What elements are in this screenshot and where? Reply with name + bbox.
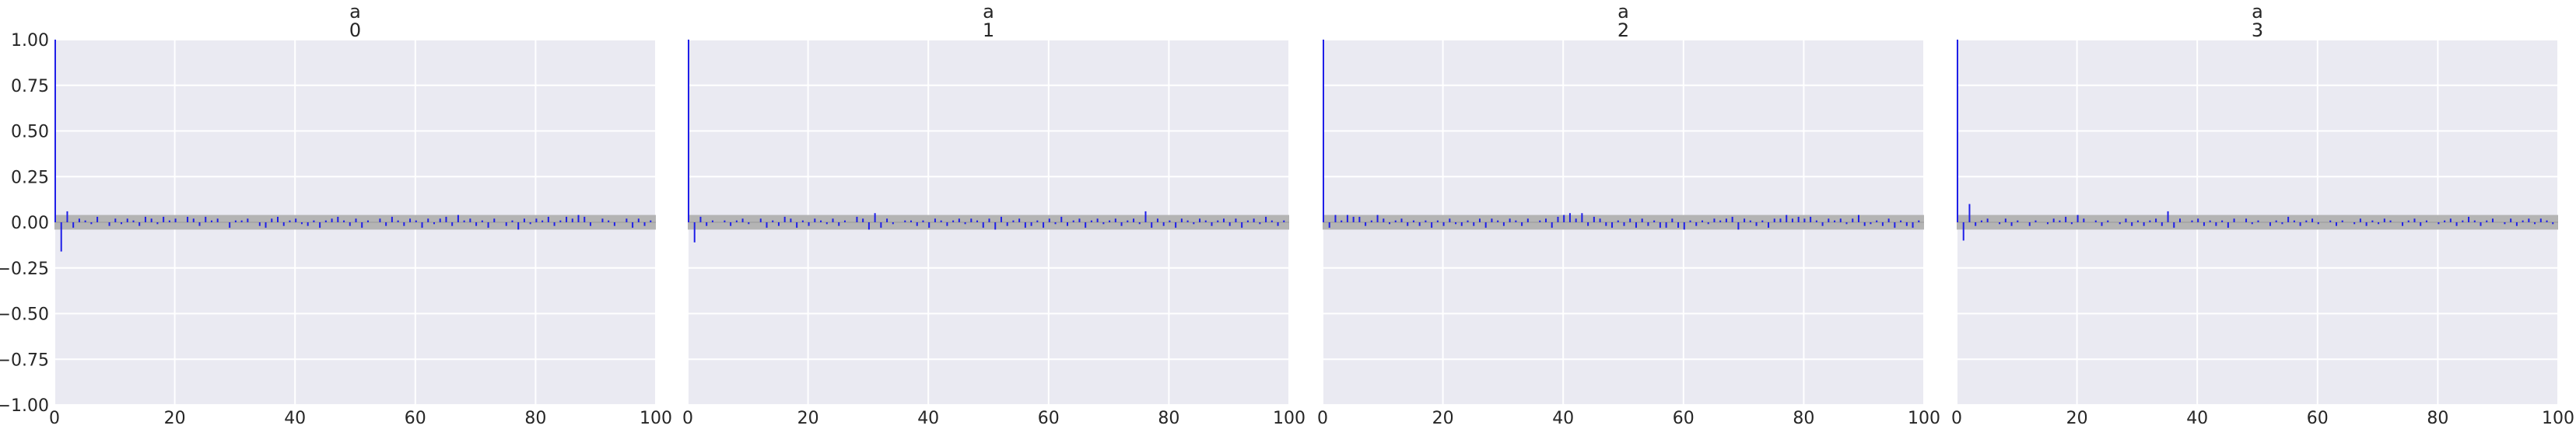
panel-title-line: a [983, 1, 994, 23]
y-tick-label: 0.25 [11, 168, 49, 187]
panel-title-line: a [349, 1, 361, 23]
x-tick-label: 40 [284, 409, 306, 428]
x-tick-label: 100 [640, 409, 672, 428]
x-tick-label: 40 [1552, 409, 1574, 428]
y-tick-label: 0.00 [11, 214, 49, 233]
x-tick-label: 80 [1793, 409, 1814, 428]
x-tick-label: 60 [1673, 409, 1695, 428]
y-tick-label: −0.25 [0, 260, 49, 279]
x-tick-label: 0 [1317, 409, 1328, 428]
x-tick-label: 100 [1273, 409, 1306, 428]
x-tick-label: 100 [2542, 409, 2574, 428]
y-tick-label: −1.00 [0, 396, 49, 416]
y-tick-label: 1.00 [11, 31, 49, 51]
y-tick-label: 0.50 [11, 123, 49, 142]
x-tick-label: 20 [164, 409, 186, 428]
x-tick-label: 100 [1908, 409, 1940, 428]
panel-title-line: 0 [349, 19, 361, 41]
panel-title-line: 2 [1617, 19, 1629, 41]
x-tick-label: 0 [682, 409, 693, 428]
x-tick-label: 20 [797, 409, 819, 428]
y-tick-label: −0.50 [0, 305, 49, 325]
y-tick-label: −0.75 [0, 351, 49, 370]
x-tick-label: 80 [2427, 409, 2448, 428]
x-tick-label: 0 [49, 409, 60, 428]
acf-panel-1: a1 0 20 40 60 80 100 [682, 1, 1306, 428]
x-tick-label: 40 [2186, 409, 2208, 428]
x-tick-label: 20 [2066, 409, 2088, 428]
x-tick-label: 20 [1432, 409, 1454, 428]
acf-panel-3: a3 0 20 40 60 80 100 [1951, 1, 2574, 428]
x-tick-label: 60 [2307, 409, 2329, 428]
panel-title-line: 3 [2252, 19, 2263, 41]
acf-panel-0: a00 20 40 60 80 1001.000.750.500.250.00−0.25−… [0, 1, 672, 428]
panel-title-line: a [1617, 1, 1629, 23]
panel-title-line: 1 [983, 19, 994, 41]
x-tick-label: 0 [1951, 409, 1962, 428]
panel-title-line: a [2252, 1, 2263, 23]
y-tick-label: 0.75 [11, 77, 49, 96]
x-tick-label: 80 [1158, 409, 1179, 428]
x-tick-label: 60 [405, 409, 426, 428]
x-tick-label: 40 [917, 409, 939, 428]
acf-panel-2: a20 20 40 60 80 100 [1317, 1, 1940, 428]
x-tick-label: 60 [1038, 409, 1060, 428]
x-tick-label: 80 [524, 409, 546, 428]
